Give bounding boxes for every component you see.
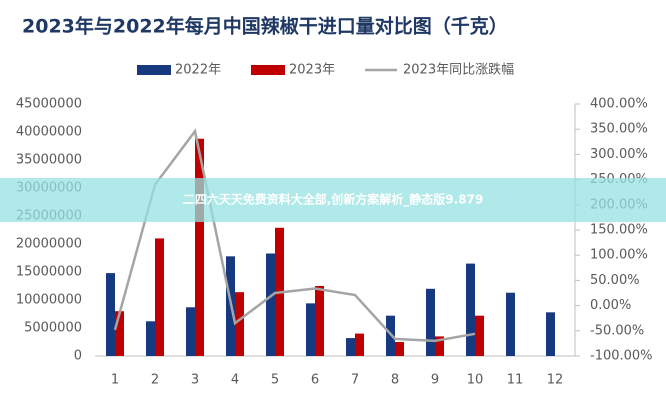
- legend-swatch: [137, 65, 171, 75]
- y2-tick-label: 150.00%: [590, 223, 648, 238]
- x-tick-label: 11: [507, 373, 524, 388]
- bar: [235, 292, 244, 356]
- x-tick-label: 7: [351, 373, 359, 388]
- bar: [115, 311, 124, 356]
- bar: [195, 138, 204, 356]
- chart-title: 2023年与2022年每月中国辣椒干进口量对比图（千克）: [22, 15, 508, 38]
- x-tick-label: 10: [467, 373, 484, 388]
- x-tick-label: 2: [151, 373, 159, 388]
- y2-tick-label: 400.00%: [590, 97, 648, 112]
- y2-tick-label: 300.00%: [590, 147, 648, 162]
- bar: [155, 238, 164, 356]
- y-tick-label: 35000000: [16, 153, 82, 168]
- bar: [266, 253, 275, 356]
- y-tick-label: 20000000: [16, 237, 82, 252]
- bar: [546, 312, 555, 356]
- y2-tick-label: 100.00%: [590, 248, 648, 263]
- y2-tick-label: 50.00%: [590, 273, 640, 288]
- bar: [306, 303, 315, 356]
- legend-label: 2022年: [175, 63, 221, 78]
- y2-tick-label: -100.00%: [590, 349, 653, 364]
- legend-label: 2023年: [289, 63, 335, 78]
- x-tick-label: 4: [231, 373, 239, 388]
- x-tick-label: 8: [391, 373, 399, 388]
- x-tick-label: 5: [271, 373, 279, 388]
- legend-label: 2023年同比涨跌幅: [403, 62, 514, 78]
- line: [113, 128, 476, 343]
- y2-tick-label: -50.00%: [590, 323, 644, 338]
- banner-text: 二四六天天免费资料大全部,创新方案解析_静态版9.879: [183, 192, 484, 208]
- bar: [146, 321, 155, 356]
- banner-band: [0, 178, 666, 222]
- x-tick-label: 12: [547, 373, 564, 388]
- bar: [355, 333, 364, 356]
- x-tick-label: 6: [311, 373, 319, 388]
- y-tick-label: 10000000: [16, 293, 82, 308]
- bar: [106, 273, 115, 356]
- bar: [346, 338, 355, 356]
- x-tick-label: 1: [111, 373, 119, 388]
- bar: [475, 315, 484, 356]
- y-tick-label: 5000000: [24, 321, 82, 336]
- bar: [466, 263, 475, 356]
- y2-tick-label: 350.00%: [590, 122, 648, 137]
- y-tick-label: 0: [74, 349, 82, 364]
- x-tick-label: 9: [431, 373, 439, 388]
- y-tick-label: 45000000: [16, 97, 82, 112]
- y2-tick-label: 0.00%: [590, 298, 631, 313]
- bar: [395, 342, 404, 356]
- bar: [426, 288, 435, 356]
- bar: [186, 307, 195, 356]
- y-tick-label: 40000000: [16, 125, 82, 140]
- bar: [315, 286, 324, 356]
- bar: [435, 336, 444, 356]
- bar: [506, 292, 515, 356]
- y-tick-label: 15000000: [16, 265, 82, 280]
- bar: [386, 315, 395, 356]
- legend-swatch: [251, 65, 285, 75]
- x-tick-label: 3: [191, 373, 199, 388]
